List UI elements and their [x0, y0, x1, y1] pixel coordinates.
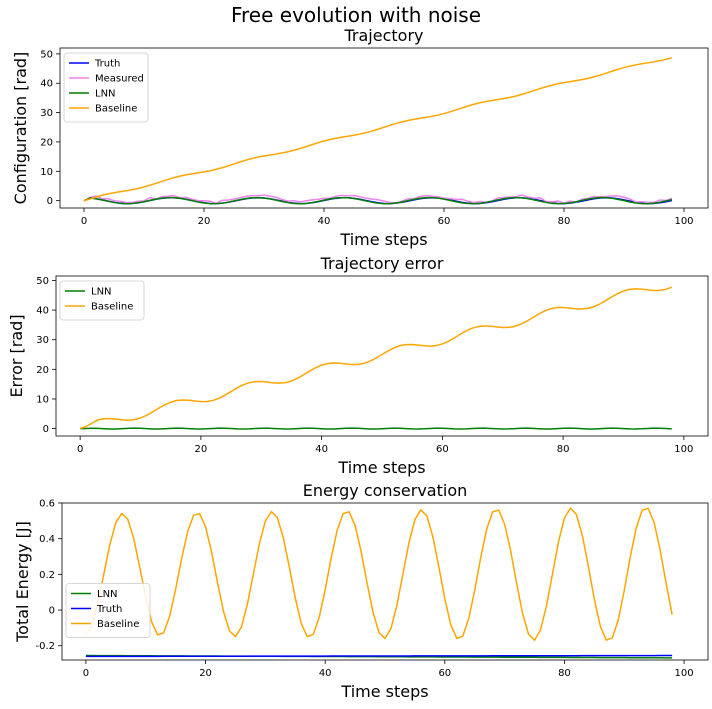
panel-title: Energy conservation: [303, 481, 468, 500]
y-axis-label: Configuration [rad]: [11, 52, 30, 205]
y-tick-label: 30: [40, 108, 53, 119]
legend-label: Truth: [94, 59, 120, 70]
y-axis-label: Total Energy [J]: [13, 521, 32, 643]
x-tick-label: 0: [77, 444, 83, 455]
legend-label: Baseline: [97, 619, 139, 630]
y-tick-label: -0.2: [35, 641, 55, 652]
x-tick-label: 100: [675, 668, 694, 679]
x-tick-label: 40: [318, 216, 331, 227]
y-tick-label: 10: [40, 167, 53, 178]
panel-2: Trajectory error 0 20 40 60 80 100 0 10 20 30 40 50 T…: [7, 254, 709, 477]
plot-area: [85, 507, 673, 659]
x-tick-label: 60: [436, 444, 449, 455]
y-tick-label: 0: [49, 606, 55, 617]
x-axis-label: Time steps: [339, 230, 427, 249]
x-tick-label: 0: [81, 216, 87, 227]
series-line-lnn: [83, 196, 673, 205]
x-tick-label: 60: [438, 668, 451, 679]
series-line-truth: [85, 654, 673, 658]
figure-suptitle: Free evolution with noise: [231, 3, 481, 27]
y-axis-label: Error [rad]: [7, 314, 26, 397]
axes-frame: [61, 502, 709, 661]
legend-label: LNN: [91, 287, 112, 298]
panel-3: Energy conservation 0 20 40 60 80 100 -0.2 0 0.2 0…: [13, 481, 709, 701]
legend-box: [63, 52, 149, 123]
y-tick-label: 10: [36, 394, 49, 405]
panel-title: Trajectory error: [320, 254, 444, 273]
plot-area: [79, 286, 673, 430]
y-tick-label: 20: [40, 137, 53, 148]
y-tick-label: 0: [47, 196, 53, 207]
legend-label: Truth: [96, 604, 122, 615]
x-tick-label: 80: [558, 668, 571, 679]
x-tick-label: 100: [674, 216, 693, 227]
y-tick-label: 50: [36, 276, 49, 287]
x-tick-label: 100: [674, 444, 693, 455]
x-tick-label: 20: [195, 444, 208, 455]
legend-label: Baseline: [91, 302, 133, 313]
y-tick-label: 30: [36, 335, 49, 346]
legend-label: Measured: [95, 74, 144, 85]
legend-label: LNN: [95, 89, 116, 100]
x-tick-label: 40: [315, 444, 328, 455]
y-tick-label: 0.2: [39, 570, 55, 581]
series-line-baseline: [79, 286, 673, 430]
y-tick-label: 40: [40, 79, 53, 90]
x-tick-label: 0: [83, 668, 89, 679]
y-tick-label: 20: [36, 365, 49, 376]
legend: LNN Baseline: [59, 280, 145, 321]
plot-area: [83, 56, 673, 205]
x-tick-label: 20: [199, 668, 212, 679]
series-line-baseline: [85, 507, 673, 641]
series-line-baseline: [83, 56, 673, 202]
y-tick-label: 0.4: [39, 534, 55, 545]
x-tick-label: 60: [438, 216, 451, 227]
y-tick-label: 50: [40, 49, 53, 60]
x-axis-label: Time steps: [340, 682, 428, 701]
panel-1: Trajectory 0 20 40 60 80 100 0 10 20 30 40 50 Time st…: [11, 26, 709, 249]
legend-label: LNN: [97, 589, 118, 600]
x-tick-label: 80: [558, 216, 571, 227]
legend: Truth Measured LNN Baseline: [63, 52, 149, 123]
x-tick-label: 80: [557, 444, 570, 455]
y-tick-label: 40: [36, 306, 49, 317]
panel-title: Trajectory: [344, 26, 424, 45]
y-tick-label: 0.6: [39, 499, 55, 510]
legend: LNN Truth Baseline: [65, 583, 151, 638]
legend-label: Baseline: [95, 104, 137, 115]
series-line-lnn: [80, 427, 672, 430]
axes-frame: [59, 47, 709, 209]
axes-frame: [55, 275, 709, 437]
x-axis-label: Time steps: [337, 458, 425, 477]
x-tick-label: 20: [198, 216, 211, 227]
x-tick-label: 40: [319, 668, 332, 679]
y-tick-label: 0: [43, 424, 49, 435]
